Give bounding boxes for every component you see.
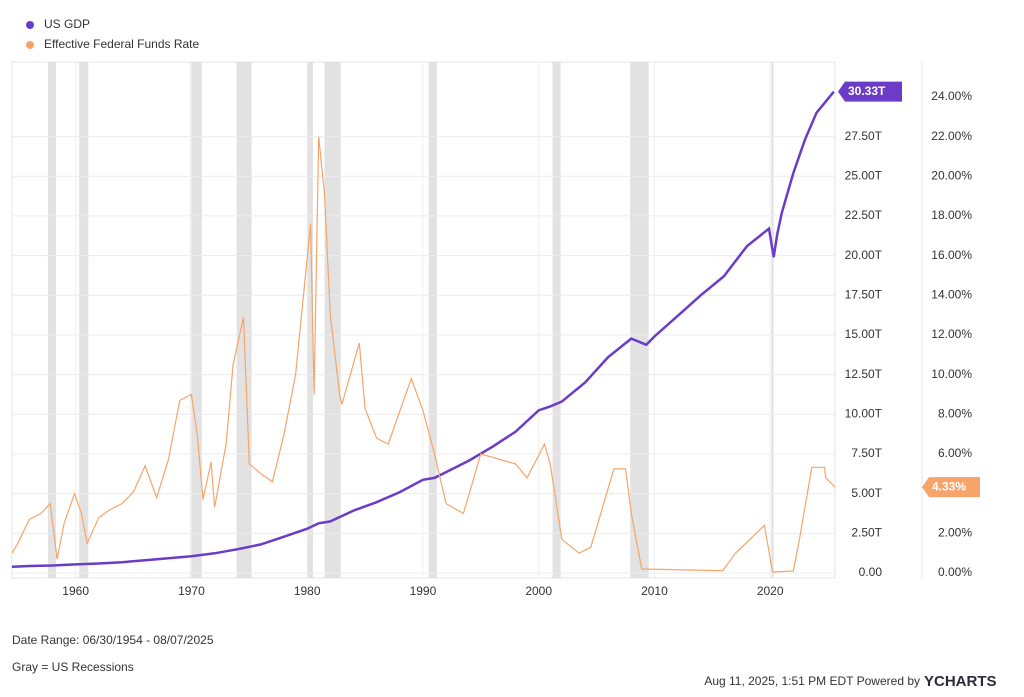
y-tick-label: 17.50T <box>845 287 883 301</box>
plot-border <box>11 61 836 579</box>
y2-tick-label: 24.00% <box>931 89 972 103</box>
y2-tick-label: 18.00% <box>931 208 972 222</box>
y2-tick-label: 12.00% <box>931 327 972 341</box>
x-tick-label: 2000 <box>525 584 552 598</box>
last-value-label: 30.33T <box>848 84 886 98</box>
y-tick-label: 10.00T <box>845 406 883 420</box>
x-tick-label: 1960 <box>62 584 89 598</box>
y2-tick-label: 20.00% <box>931 168 972 182</box>
last-value-flag <box>922 477 980 498</box>
recession-band <box>771 62 774 578</box>
y-tick-label: 7.50T <box>851 446 882 460</box>
y-tick-label: 22.50T <box>845 208 883 222</box>
series-line <box>11 90 835 569</box>
y2-tick-label: 0.00% <box>938 565 972 579</box>
timestamp: Aug 11, 2025, 1:51 PM EDT Powered by <box>704 674 920 688</box>
y2-tick-label: 8.00% <box>938 406 972 420</box>
series-line <box>11 136 836 573</box>
recession-note: Gray = US Recessions <box>12 660 134 674</box>
recession-band <box>552 62 561 578</box>
recession-band <box>79 62 89 578</box>
y-tick-label: 27.50T <box>845 129 883 143</box>
date-range: Date Range: 06/30/1954 - 08/07/2025 <box>12 633 214 647</box>
y2-tick-label: 2.00% <box>938 525 972 539</box>
recession-band <box>324 62 341 578</box>
y2-tick-label: 10.00% <box>931 367 972 381</box>
x-tick-label: 2010 <box>641 584 668 598</box>
y-tick-label: 15.00T <box>845 327 883 341</box>
logo: YCHARTS <box>924 673 997 690</box>
recession-band <box>47 62 56 578</box>
x-tick-label: 2020 <box>757 584 784 598</box>
y2-tick-label: 16.00% <box>931 248 972 262</box>
y-tick-label: 5.00T <box>851 486 882 500</box>
last-value-flag <box>838 81 902 102</box>
recession-band <box>307 62 313 578</box>
y-tick-label: 2.50T <box>851 525 882 539</box>
recession-band <box>190 62 202 578</box>
y2-tick-label: 22.00% <box>931 129 972 143</box>
legend-marker <box>26 21 34 29</box>
y-tick-label: 12.50T <box>845 367 883 381</box>
y2-tick-label: 6.00% <box>938 446 972 460</box>
y2-tick-label: 14.00% <box>931 287 972 301</box>
y-tick-label: 20.00T <box>845 248 883 262</box>
y-tick-label: 25.00T <box>845 168 883 182</box>
legend-label: US GDP <box>44 17 90 31</box>
x-tick-label: 1990 <box>410 584 437 598</box>
x-tick-label: 1980 <box>294 584 321 598</box>
recession-band <box>630 62 649 578</box>
recession-band <box>428 62 437 578</box>
legend-label: Effective Federal Funds Rate <box>44 37 200 51</box>
last-value-label: 4.33% <box>932 479 966 493</box>
x-tick-label: 1970 <box>178 584 205 598</box>
legend-marker <box>26 41 34 49</box>
y-tick-label: 0.00 <box>859 565 883 579</box>
